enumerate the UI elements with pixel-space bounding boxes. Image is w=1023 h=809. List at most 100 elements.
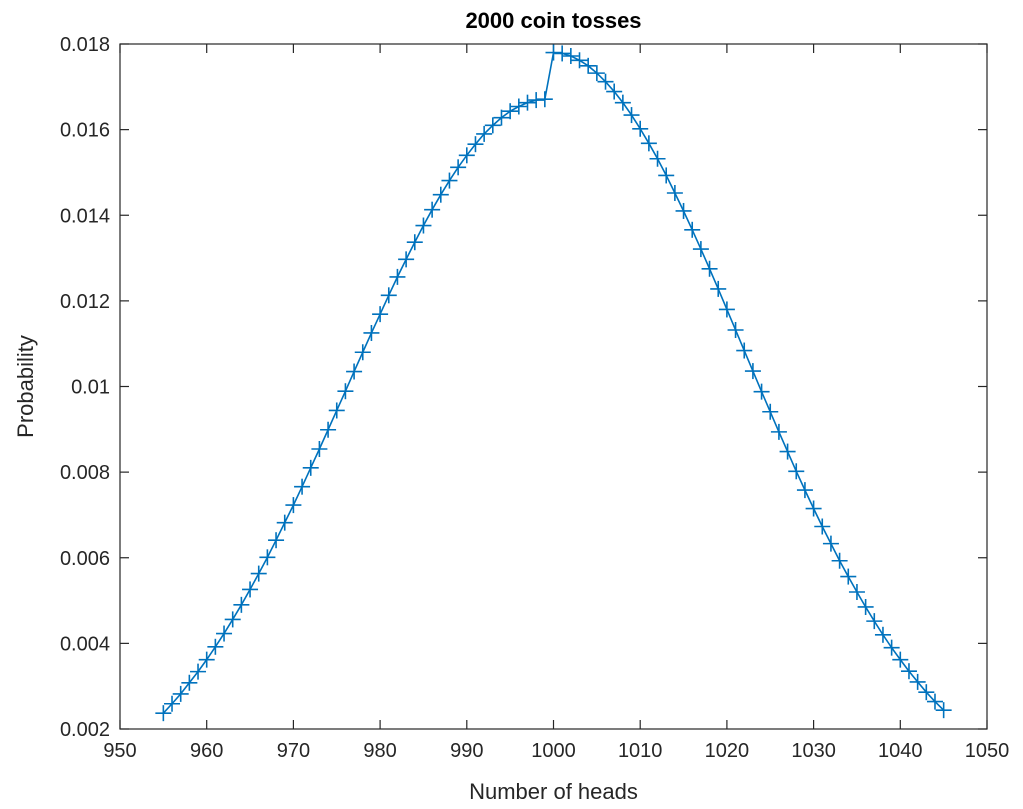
data-point-marker [476,125,493,142]
data-point-marker [268,532,285,549]
data-point-marker [710,280,727,297]
data-point-marker [441,172,458,189]
data-point-marker [216,625,233,642]
data-point-marker [632,120,649,137]
data-point-marker [848,584,865,600]
data-point-marker [918,684,935,701]
data-point-marker [311,441,328,458]
data-point-marker [866,613,883,630]
x-ticks: 950 960 970 980 990 1000 1010 1020 1030 1040 1050 [103,44,1009,762]
data-point-marker [328,402,345,419]
x-tick-label: 980 [363,740,396,762]
y-tick-label: 0.01 [71,377,110,399]
y-tick-label: 0.014 [60,205,110,227]
data-point-marker [606,83,623,100]
x-tick-label: 1040 [878,740,923,762]
data-point-marker [285,497,302,514]
plot-frame [119,43,988,730]
data-point-marker [363,324,380,341]
data-point-marker [389,268,406,285]
y-axis-label: Probability [13,335,38,438]
y-tick-label: 0.006 [60,548,110,570]
data-point-marker [467,136,484,153]
data-point-marker [398,251,415,268]
data-point-marker [762,403,779,420]
data-point-marker [519,94,536,111]
data-point-marker [805,500,822,517]
data-point-marker [892,651,909,668]
data-point-marker [692,241,709,258]
x-tick-label: 1050 [965,740,1010,762]
data-point-marker [493,109,510,126]
data-point-marker [588,65,605,82]
data-point-marker [190,663,207,680]
data-point-marker [450,159,467,176]
data-point-marker [233,596,250,613]
data-point-marker [554,45,571,62]
data-point-marker [614,94,631,111]
data-point-marker [224,611,241,628]
data-point-marker [545,44,562,61]
data-point-marker [484,117,501,134]
data-point-marker [346,363,363,380]
data-point-marker [198,651,215,668]
data-point-marker [718,301,735,318]
data-point-marker [770,423,787,440]
x-tick-label: 1000 [531,740,576,762]
y-tick-label: 0.016 [60,120,110,142]
data-point-marker [294,478,311,495]
data-point-marker [788,463,805,480]
data-point-marker [597,73,614,90]
data-point-marker [874,626,891,643]
series-markers [155,44,952,722]
x-tick-label: 1010 [618,740,663,762]
data-point-marker [424,201,441,218]
data-point-marker [658,167,675,184]
data-point-marker [926,693,943,710]
data-point-marker [320,421,337,438]
data-point-marker [814,518,831,535]
data-point-marker [649,150,666,167]
data-point-marker [883,639,900,656]
data-point-marker [181,674,198,691]
x-tick-label: 1020 [705,740,750,762]
data-point-marker [502,103,519,120]
data-point-marker [909,673,926,690]
data-point-marker [276,514,293,531]
x-axis-label: Number of heads [469,779,638,804]
data-point-marker [675,202,692,219]
data-point-marker [406,234,423,251]
series-line [162,51,945,714]
data-point-marker [744,363,761,380]
data-point-marker [155,705,172,722]
data-point-marker [571,52,588,69]
data-point-marker [250,565,267,582]
data-point-marker [432,186,449,203]
data-point-marker [640,135,657,152]
x-tick-label: 990 [450,740,483,762]
data-point-marker [562,47,579,64]
data-point-marker [302,459,319,476]
data-point-marker [822,535,839,552]
data-point-marker [380,287,397,304]
y-tick-label: 0.012 [60,291,110,313]
data-point-marker [666,184,683,201]
data-point-marker [458,147,475,164]
chart-title: 2000 coin tosses [465,8,641,33]
data-point-marker [796,482,813,499]
data-point-marker [415,217,432,234]
data-point-marker [510,98,527,115]
data-point-marker [623,107,640,124]
data-point-marker [164,695,181,712]
y-tick-label: 0.008 [60,462,110,484]
data-point-marker [580,57,597,74]
data-point-marker [207,638,224,655]
x-tick-label: 950 [103,740,136,762]
data-point-marker [935,702,952,719]
data-point-marker [242,581,259,598]
y-tick-label: 0.004 [60,633,110,655]
data-point-marker [536,91,553,108]
data-point-marker [372,306,389,323]
